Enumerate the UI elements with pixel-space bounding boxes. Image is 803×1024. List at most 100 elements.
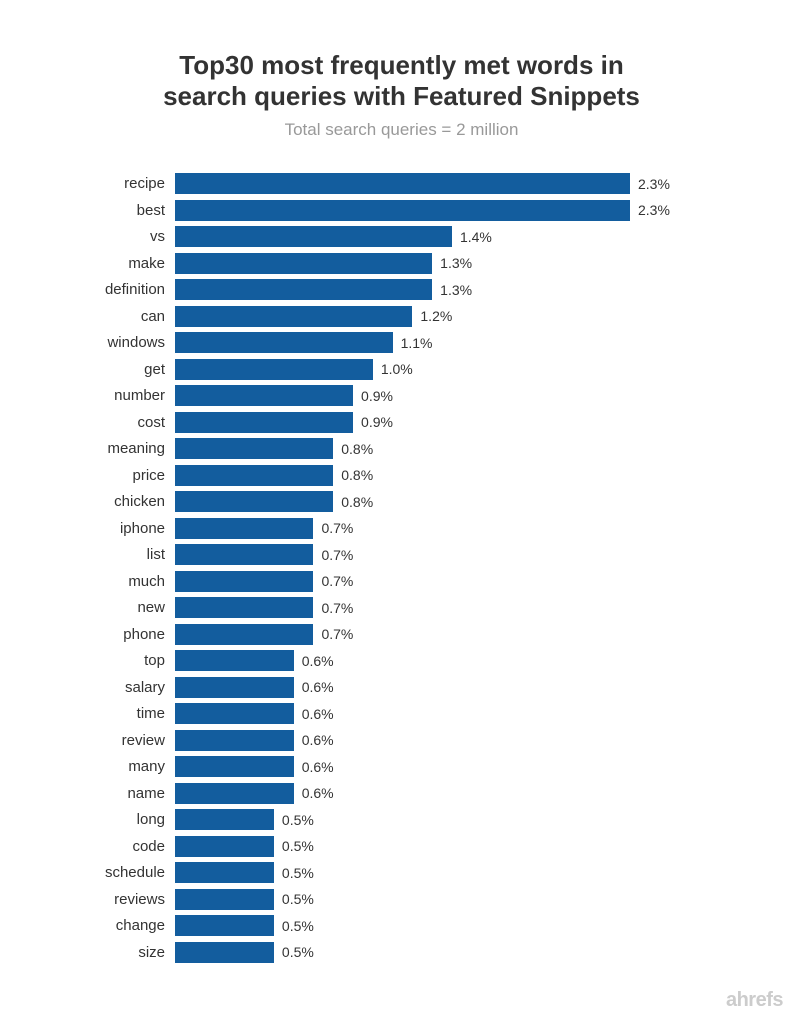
bar-label: new <box>60 599 175 616</box>
bar-area: 0.6% <box>175 783 743 804</box>
bar <box>175 253 432 274</box>
bar-value: 0.6% <box>302 732 334 748</box>
bar <box>175 518 313 539</box>
bar-chart: recipe 2.3% best 2.3% vs 1.4% make1.3%definiti… <box>60 170 743 965</box>
bar-label: definition <box>60 281 175 298</box>
bar-row: recipe 2.3% <box>60 170 743 197</box>
bar <box>175 624 313 645</box>
bar-row: much0.7% <box>60 568 743 595</box>
bar-label: can <box>60 308 175 325</box>
bar-label: size <box>60 944 175 961</box>
bar-value: 2.3% <box>638 176 670 192</box>
bar-label: top <box>60 652 175 669</box>
bar <box>175 809 274 830</box>
title-line-2: search queries with Featured Snippets <box>163 81 640 111</box>
bar-area: 0.7% <box>175 518 743 539</box>
bar-area: 0.5% <box>175 836 743 857</box>
bar <box>175 200 630 221</box>
bar <box>175 703 294 724</box>
bar-row: windows1.1% <box>60 329 743 356</box>
bar-label: review <box>60 732 175 749</box>
bar-label: salary <box>60 679 175 696</box>
bar-row: cost 0.9% <box>60 409 743 436</box>
bar <box>175 332 393 353</box>
bar-area: 0.8% <box>175 491 743 512</box>
bar-label: change <box>60 917 175 934</box>
bar-label: price <box>60 467 175 484</box>
bar-area: 0.7% <box>175 544 743 565</box>
bar-label: schedule <box>60 864 175 881</box>
bar-label: meaning <box>60 440 175 457</box>
bar-label: time <box>60 705 175 722</box>
bar-value: 0.9% <box>361 388 393 404</box>
bar <box>175 756 294 777</box>
bar-row: reviews0.5% <box>60 886 743 913</box>
bar-value: 1.2% <box>420 308 452 324</box>
bar-value: 0.7% <box>321 547 353 563</box>
bar <box>175 889 274 910</box>
bar-label: make <box>60 255 175 272</box>
bar <box>175 412 353 433</box>
bar-value: 1.4% <box>460 229 492 245</box>
bar-area: 0.9% <box>175 385 743 406</box>
bar <box>175 915 274 936</box>
bar <box>175 359 373 380</box>
bar <box>175 677 294 698</box>
bar-area: 0.7% <box>175 597 743 618</box>
bar-label: iphone <box>60 520 175 537</box>
bar-label: best <box>60 202 175 219</box>
bar-value: 1.0% <box>381 361 413 377</box>
bar-row: iphone 0.7% <box>60 515 743 542</box>
bar-value: 0.6% <box>302 759 334 775</box>
bar-value: 0.7% <box>321 520 353 536</box>
bar-row: code0.5% <box>60 833 743 860</box>
bar-row: meaning0.8% <box>60 435 743 462</box>
bar-area: 0.6% <box>175 703 743 724</box>
bar-label: recipe <box>60 175 175 192</box>
bar-row: number 0.9% <box>60 382 743 409</box>
bar-area: 1.1% <box>175 332 743 353</box>
bar <box>175 385 353 406</box>
bar-label: vs <box>60 228 175 245</box>
bar-label: number <box>60 387 175 404</box>
bar-label: name <box>60 785 175 802</box>
bar-area: 1.2% <box>175 306 743 327</box>
bar-area: 0.6% <box>175 650 743 671</box>
bar-row: price0.8% <box>60 462 743 489</box>
bar <box>175 279 432 300</box>
bar-area: 1.0% <box>175 359 743 380</box>
bar-row: schedule 0.5% <box>60 859 743 886</box>
bar-area: 2.3% <box>175 173 743 194</box>
bar-row: get 1.0% <box>60 356 743 383</box>
bar-label: phone <box>60 626 175 643</box>
bar-row: change0.5% <box>60 912 743 939</box>
bar <box>175 571 313 592</box>
bar-value: 0.5% <box>282 865 314 881</box>
bar-label: much <box>60 573 175 590</box>
bar-value: 0.6% <box>302 679 334 695</box>
bar <box>175 836 274 857</box>
bar-label: list <box>60 546 175 563</box>
bar-row: can 1.2% <box>60 303 743 330</box>
bar-area: 0.8% <box>175 438 743 459</box>
chart-container: Top30 most frequently met words in searc… <box>0 0 803 985</box>
bar-area: 0.9% <box>175 412 743 433</box>
bar-row: time0.6% <box>60 700 743 727</box>
bar-label: cost <box>60 414 175 431</box>
bar-area: 1.3% <box>175 279 743 300</box>
chart-subtitle: Total search queries = 2 million <box>60 120 743 140</box>
bar-area: 0.5% <box>175 889 743 910</box>
bar-row: definition1.3% <box>60 276 743 303</box>
bar <box>175 491 333 512</box>
bar-area: 1.3% <box>175 253 743 274</box>
bar-label: get <box>60 361 175 378</box>
bar-row: list 0.7% <box>60 541 743 568</box>
bar-row: top 0.6% <box>60 647 743 674</box>
bar-row: name0.6% <box>60 780 743 807</box>
bar <box>175 597 313 618</box>
bar-value: 0.6% <box>302 653 334 669</box>
bar-row: many0.6% <box>60 753 743 780</box>
bar-value: 0.9% <box>361 414 393 430</box>
bar <box>175 173 630 194</box>
bar <box>175 942 274 963</box>
